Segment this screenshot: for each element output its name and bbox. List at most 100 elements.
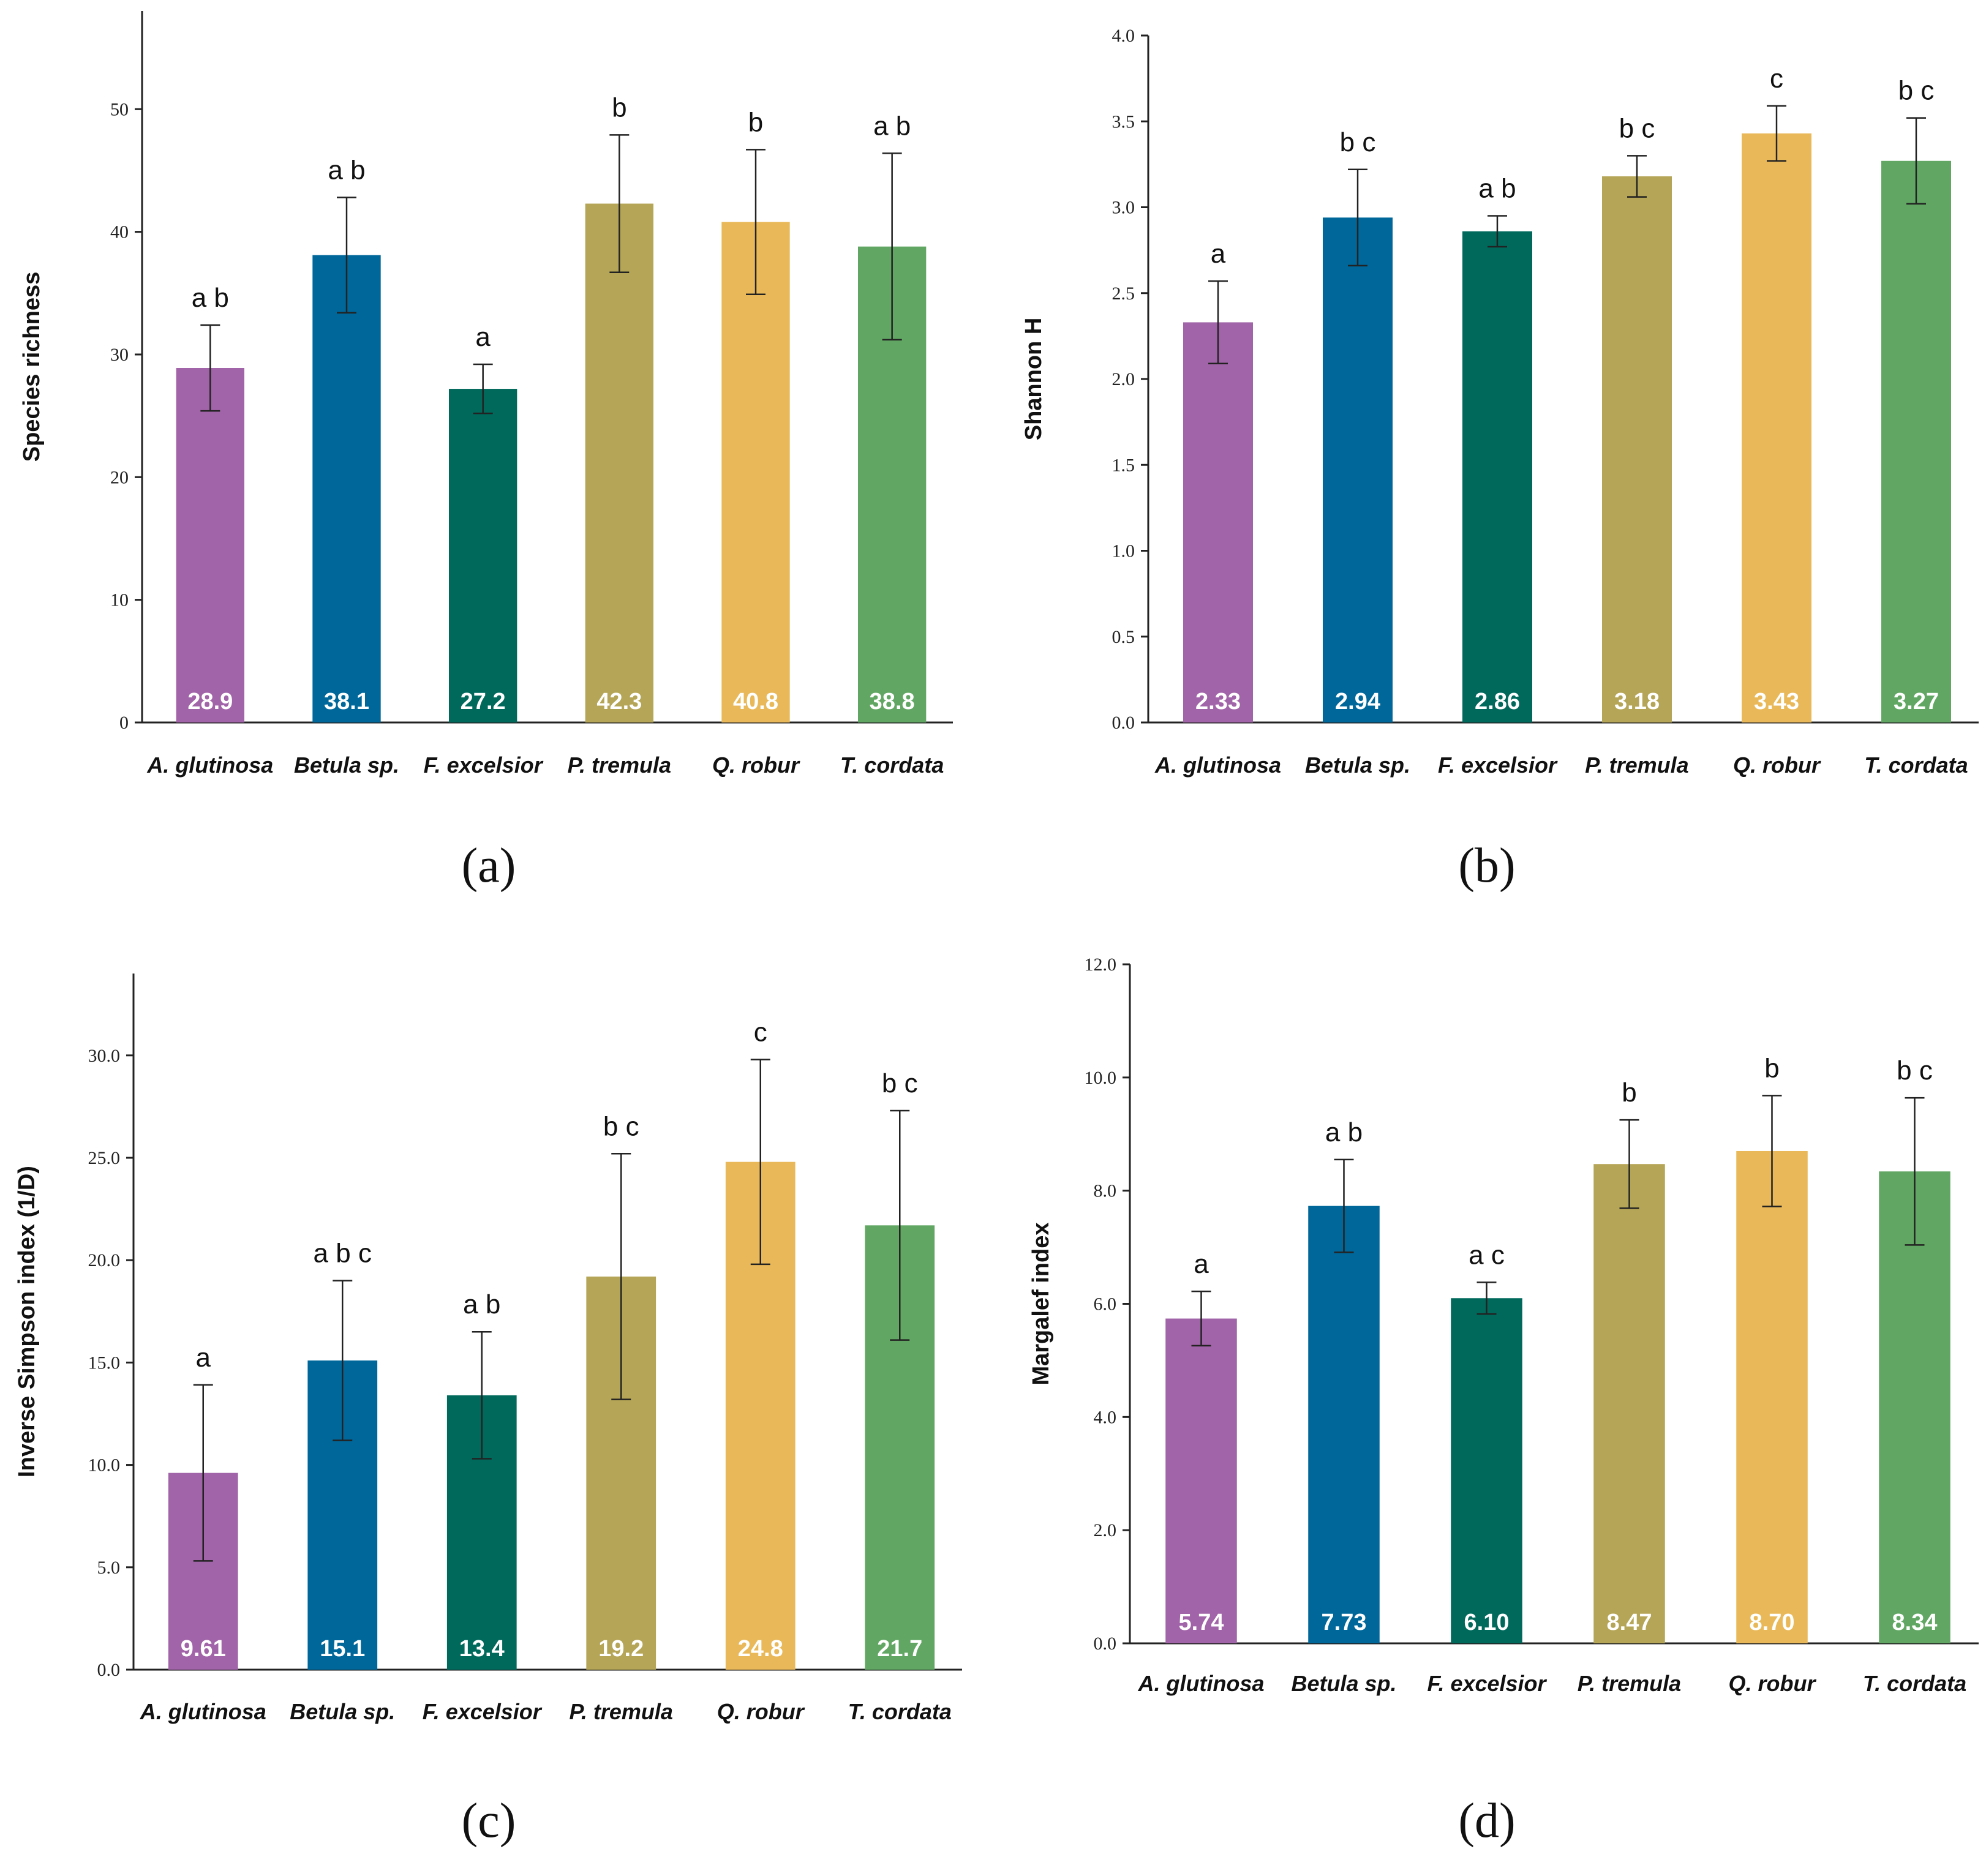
y-tick-label: 20.0 <box>88 1250 121 1270</box>
x-category-label: P. tremula <box>568 752 671 778</box>
panel-label: (d) <box>1458 1794 1515 1848</box>
bar <box>1165 1318 1237 1643</box>
bar-value-label: 8.34 <box>1892 1610 1938 1635</box>
bar <box>1183 322 1253 722</box>
panel-d-margalef: 0.0 2.0 4.0 6.0 8.0 10.0 12.0 Margalef index a 5.… <box>1028 955 1979 1848</box>
significance-label: a b <box>1325 1117 1363 1147</box>
significance-label: a <box>475 322 491 352</box>
significance-label: a b c <box>314 1239 372 1269</box>
y-tick-label: 4.0 <box>1112 26 1135 46</box>
panel-label: (b) <box>1458 839 1515 893</box>
panel-b-shannon-h: 0.0 0.5 1.0 1.5 2.0 2.5 3.0 3.5 4.0 Shannon H a 2.3… <box>1021 26 1979 893</box>
y-tick-label: 0.0 <box>97 1660 121 1680</box>
bar-value-label: 28.9 <box>187 689 233 715</box>
significance-label: a <box>196 1343 211 1373</box>
bar-value-label: 13.4 <box>459 1636 505 1662</box>
significance-label: a b <box>463 1289 500 1319</box>
bar-value-label: 38.8 <box>870 689 915 715</box>
significance-label: a c <box>1469 1240 1505 1270</box>
x-category-label: F. excelsior <box>1427 1671 1547 1696</box>
y-tick-label: 25.0 <box>88 1148 121 1168</box>
significance-label: b <box>1764 1053 1779 1083</box>
significance-label: a b <box>328 156 365 186</box>
x-category-label: T. cordata <box>840 752 944 778</box>
x-category-label: Betula sp. <box>1291 1671 1396 1696</box>
y-tick-label: 10.0 <box>1085 1068 1117 1088</box>
y-tick-label: 40 <box>110 222 129 242</box>
significance-label: b <box>612 92 626 122</box>
bar <box>1323 217 1393 723</box>
x-category-label: P. tremula <box>1585 752 1688 778</box>
x-category-label: Q. robur <box>1729 1671 1817 1696</box>
x-category-label: Betula sp. <box>1305 752 1410 778</box>
significance-label: b c <box>1619 113 1655 143</box>
y-axis-title: Inverse Simpson index (1/D) <box>14 1166 40 1477</box>
y-tick-label: 0.5 <box>1112 627 1135 647</box>
y-tick-label: 8.0 <box>1094 1181 1117 1201</box>
y-tick-label: 1.5 <box>1112 455 1135 475</box>
bar <box>1593 1164 1665 1643</box>
bar-value-label: 40.8 <box>733 689 778 715</box>
bar-value-label: 5.74 <box>1179 1610 1224 1635</box>
y-tick-label: 10.0 <box>88 1455 121 1476</box>
x-category-label: Q. robur <box>1733 752 1821 778</box>
panel-a-species-richness: 0 10 20 30 40 50 Species richness a b 28.9 A. glu… <box>19 11 953 893</box>
bar-value-label: 3.18 <box>1614 689 1660 715</box>
y-tick-label: 30 <box>110 345 129 365</box>
bar <box>1736 1150 1808 1643</box>
bar-value-label: 3.43 <box>1754 689 1799 715</box>
significance-label: b c <box>882 1068 918 1098</box>
significance-label: a b <box>192 283 229 313</box>
bar <box>1881 160 1951 722</box>
bar-value-label: 2.33 <box>1195 689 1241 715</box>
significance-label: b <box>1622 1078 1636 1108</box>
y-tick-label: 6.0 <box>1094 1294 1117 1315</box>
y-tick-label: 2.0 <box>1094 1520 1117 1540</box>
y-tick-label: 50 <box>110 99 129 119</box>
x-category-label: A. glutinosa <box>140 1699 266 1724</box>
bar-value-label: 38.1 <box>324 689 369 715</box>
y-tick-label: 2.0 <box>1112 369 1135 389</box>
bar <box>312 255 381 722</box>
bar-value-label: 9.61 <box>181 1636 226 1662</box>
bar <box>1742 133 1811 722</box>
significance-label: b c <box>603 1111 639 1141</box>
y-tick-label: 0.0 <box>1094 1634 1117 1654</box>
bar-value-label: 3.27 <box>1894 689 1939 715</box>
significance-label: a b <box>873 111 911 141</box>
y-tick-label: 30.0 <box>88 1046 121 1066</box>
y-axis-title: Margalef index <box>1028 1222 1054 1385</box>
bar-value-label: 42.3 <box>596 689 642 715</box>
bar <box>176 368 244 722</box>
bar-value-label: 2.94 <box>1335 689 1380 715</box>
y-tick-label: 0 <box>119 713 129 733</box>
y-tick-label: 20 <box>110 467 129 487</box>
panel-label: (a) <box>462 839 516 893</box>
y-tick-label: 4.0 <box>1094 1407 1117 1427</box>
significance-label: a b <box>1478 174 1516 204</box>
significance-label: b c <box>1340 127 1376 157</box>
x-category-label: F. excelsior <box>424 752 544 778</box>
x-category-label: T. cordata <box>1864 752 1968 778</box>
bar <box>1451 1298 1522 1643</box>
x-category-label: T. cordata <box>848 1699 952 1724</box>
significance-label: b c <box>1898 76 1935 106</box>
x-category-label: Betula sp. <box>294 752 399 778</box>
y-tick-label: 15.0 <box>88 1353 121 1373</box>
bar-value-label: 8.70 <box>1750 1610 1795 1635</box>
x-category-label: A. glutinosa <box>1154 752 1281 778</box>
bar-value-label: 19.2 <box>598 1636 644 1662</box>
y-axis-title: Shannon H <box>1021 318 1047 441</box>
y-tick-label: 5.0 <box>97 1558 121 1578</box>
significance-label: c <box>754 1017 767 1047</box>
x-category-label: A. glutinosa <box>146 752 273 778</box>
y-tick-label: 3.0 <box>1112 198 1135 218</box>
bar-value-label: 21.7 <box>877 1636 922 1662</box>
bar-value-label: 15.1 <box>320 1636 365 1662</box>
x-category-label: Q. robur <box>712 752 800 778</box>
bar <box>585 203 653 722</box>
x-category-label: P. tremula <box>570 1699 673 1724</box>
bar <box>1308 1206 1380 1643</box>
y-tick-label: 3.5 <box>1112 111 1135 132</box>
